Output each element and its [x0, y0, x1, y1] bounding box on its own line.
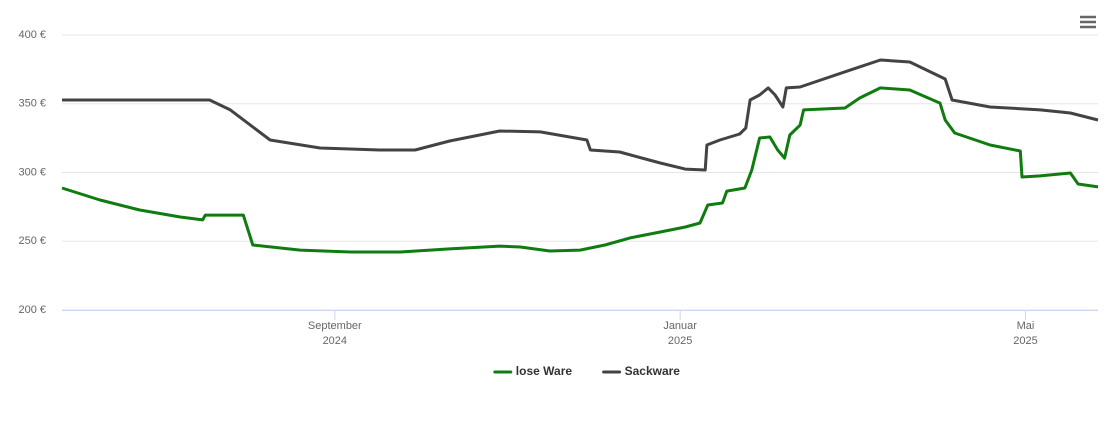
x-tick-label: Mai — [1017, 320, 1035, 332]
series-line — [62, 58, 1099, 172]
y-tick-label: 250 € — [18, 235, 46, 247]
legend-item[interactable]: lose Ware — [493, 364, 573, 378]
legend-item[interactable]: Sackware — [602, 364, 681, 378]
x-tick-label: Januar — [663, 320, 697, 332]
menu-button[interactable] — [1078, 12, 1098, 32]
legend-label: lose Ware — [516, 364, 573, 378]
x-tick-sublabel: 2025 — [668, 335, 692, 347]
y-tick-label: 350 € — [18, 98, 46, 110]
legend: lose Ware Sackware — [493, 364, 681, 378]
x-tick-sublabel: 2025 — [1013, 335, 1037, 347]
y-tick-label: 300 € — [18, 166, 46, 178]
y-tick-label: 200 € — [18, 304, 46, 316]
x-tick-sublabel: 2024 — [323, 335, 347, 347]
series-line — [61, 86, 1099, 254]
x-tick-label: September — [308, 320, 362, 332]
legend-label: Sackware — [625, 364, 681, 378]
y-tick-label: 400 € — [18, 29, 46, 41]
